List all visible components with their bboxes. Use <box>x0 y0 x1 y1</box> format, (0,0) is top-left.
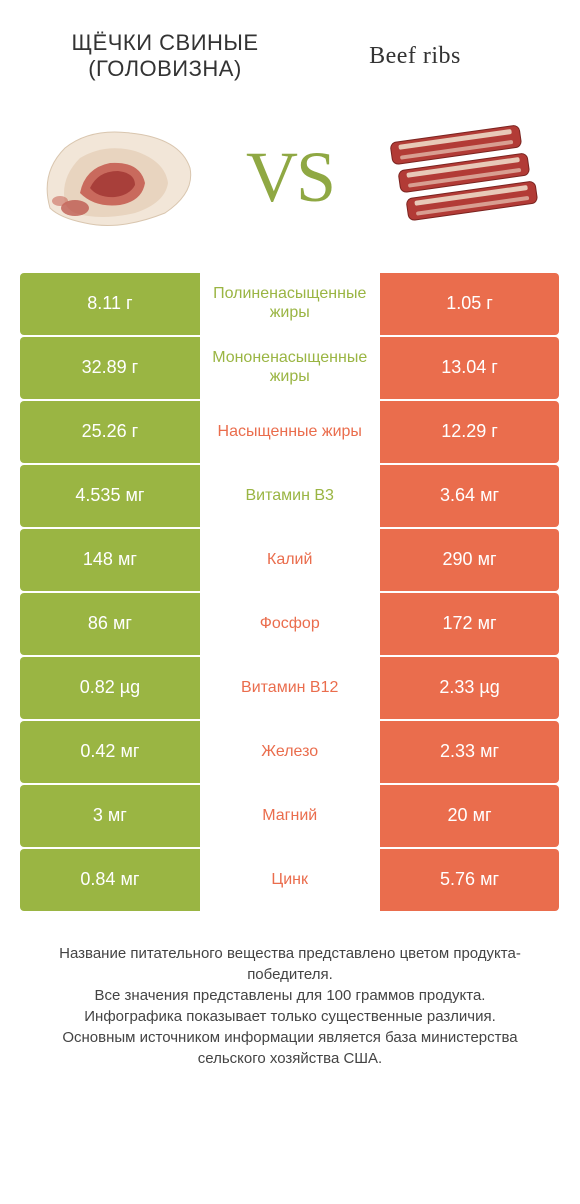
right-value: 13.04 г <box>380 337 560 399</box>
left-value: 3 мг <box>20 785 200 847</box>
left-value: 0.84 мг <box>20 849 200 911</box>
left-value: 8.11 г <box>20 273 200 335</box>
right-value: 20 мг <box>380 785 560 847</box>
left-value: 148 мг <box>20 529 200 591</box>
beef-ribs-image <box>370 113 550 243</box>
right-value: 2.33 мг <box>380 721 560 783</box>
pork-cheek-image <box>30 113 210 243</box>
nutrient-label: Мононенасыщенные жиры <box>200 337 380 399</box>
right-value: 5.76 мг <box>380 849 560 911</box>
right-product-title-box: Beef ribs <box>290 42 540 71</box>
nutrient-label: Фосфор <box>200 593 380 655</box>
right-value: 3.64 мг <box>380 465 560 527</box>
table-row: 8.11 гПолиненасыщенные жиры1.05 г <box>20 273 560 335</box>
images-row: VS <box>0 93 580 273</box>
table-row: 0.84 мгЦинк5.76 мг <box>20 849 560 911</box>
nutrient-label: Насыщенные жиры <box>200 401 380 463</box>
footer-line: Название питательного вещества представл… <box>30 943 550 985</box>
nutrient-label: Полиненасыщенные жиры <box>200 273 380 335</box>
left-value: 86 мг <box>20 593 200 655</box>
nutrient-label: Железо <box>200 721 380 783</box>
left-value: 25.26 г <box>20 401 200 463</box>
header: ЩЁЧКИ СВИНЫЕ (ГОЛОВИЗНА) Beef ribs <box>0 0 580 93</box>
left-value: 32.89 г <box>20 337 200 399</box>
table-row: 4.535 мгВитамин B33.64 мг <box>20 465 560 527</box>
left-product-title: ЩЁЧКИ СВИНЫЕ (ГОЛОВИЗНА) <box>40 30 290 83</box>
left-value: 0.82 µg <box>20 657 200 719</box>
table-row: 32.89 гМононенасыщенные жиры13.04 г <box>20 337 560 399</box>
comparison-table: 8.11 гПолиненасыщенные жиры1.05 г32.89 г… <box>0 273 580 911</box>
right-value: 12.29 г <box>380 401 560 463</box>
footer-notes: Название питательного вещества представл… <box>0 913 580 1069</box>
table-row: 86 мгФосфор172 мг <box>20 593 560 655</box>
right-value: 1.05 г <box>380 273 560 335</box>
footer-line: Все значения представлены для 100 граммо… <box>30 985 550 1006</box>
right-value: 2.33 µg <box>380 657 560 719</box>
table-row: 148 мгКалий290 мг <box>20 529 560 591</box>
footer-line: Инфографика показывает только существенн… <box>30 1006 550 1027</box>
table-row: 0.82 µgВитамин B122.33 µg <box>20 657 560 719</box>
right-product-title: Beef ribs <box>290 42 540 71</box>
nutrient-label: Витамин B3 <box>200 465 380 527</box>
table-row: 0.42 мгЖелезо2.33 мг <box>20 721 560 783</box>
left-product-title-box: ЩЁЧКИ СВИНЫЕ (ГОЛОВИЗНА) <box>40 30 290 83</box>
nutrient-label: Калий <box>200 529 380 591</box>
nutrient-label: Витамин B12 <box>200 657 380 719</box>
left-value: 4.535 мг <box>20 465 200 527</box>
nutrient-label: Цинк <box>200 849 380 911</box>
table-row: 25.26 гНасыщенные жиры12.29 г <box>20 401 560 463</box>
table-row: 3 мгМагний20 мг <box>20 785 560 847</box>
nutrient-label: Магний <box>200 785 380 847</box>
right-value: 172 мг <box>380 593 560 655</box>
footer-line: Основным источником информации является … <box>30 1027 550 1069</box>
vs-label: VS <box>246 136 334 219</box>
right-value: 290 мг <box>380 529 560 591</box>
left-value: 0.42 мг <box>20 721 200 783</box>
